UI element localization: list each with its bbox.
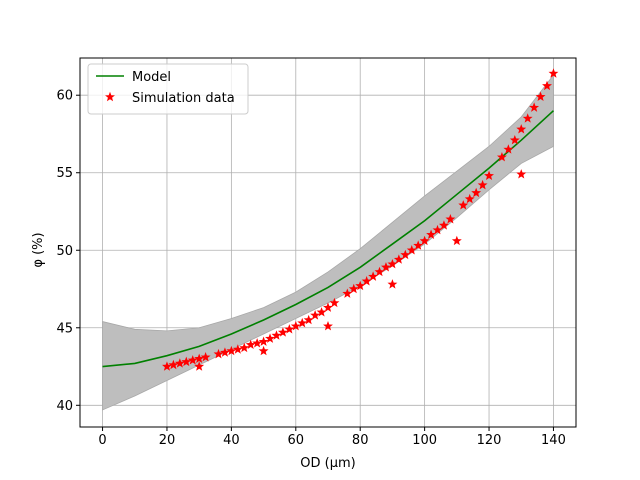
data-point (419, 235, 430, 246)
data-point (451, 235, 462, 246)
data-point (484, 170, 494, 181)
data-point (258, 345, 269, 356)
x-tick-label: 80 (352, 433, 369, 448)
data-point (387, 259, 398, 269)
data-point (387, 279, 398, 289)
x-tick-label: 20 (159, 433, 176, 448)
y-tick-label: 50 (56, 244, 73, 259)
data-point (406, 245, 417, 255)
x-tick-label: 100 (412, 433, 437, 448)
data-point (400, 249, 411, 260)
legend-box (87, 63, 249, 115)
simulation-data-layer (162, 68, 559, 371)
data-point (477, 179, 488, 190)
data-point (464, 193, 475, 204)
data-point (522, 113, 533, 123)
data-point (368, 271, 379, 281)
data-point (213, 348, 224, 359)
legend-star-marker (105, 91, 115, 102)
data-point (168, 359, 179, 370)
data-point (265, 333, 275, 343)
data-point (342, 288, 353, 298)
confidence-band (102, 73, 554, 411)
data-point (297, 317, 308, 328)
data-point (509, 134, 520, 145)
data-point (323, 321, 333, 331)
data-point (245, 339, 256, 350)
legend-model-label: Model (132, 70, 171, 85)
data-point (290, 321, 301, 331)
legend: Model Simulation data (87, 63, 249, 115)
data-point (194, 361, 205, 371)
data-point (535, 91, 546, 101)
data-point (200, 352, 211, 362)
confidence-band-layer (102, 73, 554, 411)
data-point (194, 353, 205, 363)
data-point (271, 330, 282, 340)
model-line-layer (102, 110, 554, 368)
x-tick-label: 60 (288, 433, 305, 448)
x-tick-label: 40 (223, 433, 240, 448)
data-point (361, 276, 372, 286)
data-point (284, 324, 295, 334)
data-point (174, 358, 185, 368)
data-point (432, 224, 443, 235)
data-point (393, 254, 404, 264)
y-tick-label: 45 (56, 321, 73, 336)
y-tick-label: 55 (56, 166, 73, 181)
x-tick-label: 140 (541, 433, 566, 448)
data-point (439, 220, 449, 230)
data-point (329, 297, 340, 308)
data-point (381, 262, 391, 272)
data-point (181, 356, 192, 367)
y-axis-label: φ (%) (31, 232, 46, 267)
y-tick-label: 60 (56, 89, 73, 104)
data-point (303, 314, 314, 325)
data-point (496, 152, 507, 162)
data-point (252, 338, 263, 348)
data-point (226, 345, 237, 356)
data-point (277, 327, 288, 337)
legend-simulation-swatch (105, 91, 115, 102)
data-point (445, 214, 456, 224)
tick-labels: 0 20 40 60 80 100 120 140 40 45 50 55 60 (56, 89, 565, 448)
x-tick-label: 0 (98, 433, 106, 448)
data-point (471, 187, 482, 198)
data-point (355, 280, 366, 291)
data-point (232, 344, 243, 354)
data-point (413, 240, 424, 250)
data-point (316, 307, 327, 317)
data-point (239, 342, 250, 353)
data-point (516, 124, 527, 134)
data-point (516, 169, 527, 179)
data-point (503, 144, 514, 154)
data-point (258, 336, 269, 346)
data-point (219, 347, 230, 357)
data-point (529, 102, 540, 112)
data-point (426, 229, 437, 239)
model-line (102, 110, 554, 368)
y-tick-label: 40 (56, 399, 73, 414)
data-point (323, 302, 333, 312)
legend-simulation-label: Simulation data (132, 91, 235, 106)
axes (76, 57, 577, 431)
data-point (348, 283, 359, 294)
data-point (374, 266, 385, 277)
data-point (548, 68, 559, 78)
data-point (310, 310, 321, 320)
data-point (162, 361, 172, 371)
x-axis-label: OD (μm) (300, 456, 355, 471)
data-point (187, 355, 198, 365)
plot-frame (79, 57, 577, 428)
data-point (542, 80, 552, 91)
data-point (458, 200, 469, 210)
x-tick-label: 120 (477, 433, 502, 448)
